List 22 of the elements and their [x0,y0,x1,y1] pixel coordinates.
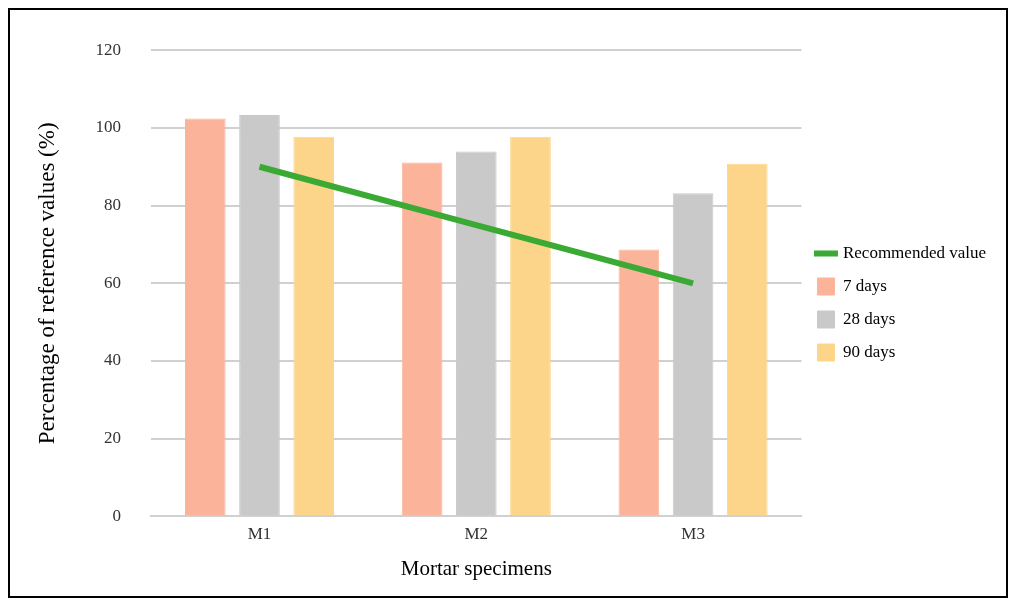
bar [401,162,443,516]
x-tick-label: M1 [247,524,272,544]
y-tick-label: 20 [104,428,122,448]
bar [184,118,226,516]
bar [293,136,335,516]
x-axis-title: Mortar specimens [400,555,552,580]
legend-label: Recommended value [842,242,986,262]
y-axis-title: Percentage of reference values (%) [33,122,59,445]
legend-label: 90 days [842,341,896,361]
x-tick-label: M2 [464,524,489,544]
x-tick-label: M3 [681,524,705,544]
legend-label: 7 days [842,275,887,295]
y-tick-label: 40 [104,350,122,370]
legend-label: 28 days [842,308,896,328]
y-tick-label: 80 [104,195,122,215]
y-tick-label: 100 [95,117,122,137]
bar [618,249,660,516]
y-tick-label: 60 [104,272,122,292]
y-tick-label: 0 [112,505,122,525]
bar [510,136,551,516]
bar [726,163,768,516]
y-tick-label: 120 [95,39,122,59]
